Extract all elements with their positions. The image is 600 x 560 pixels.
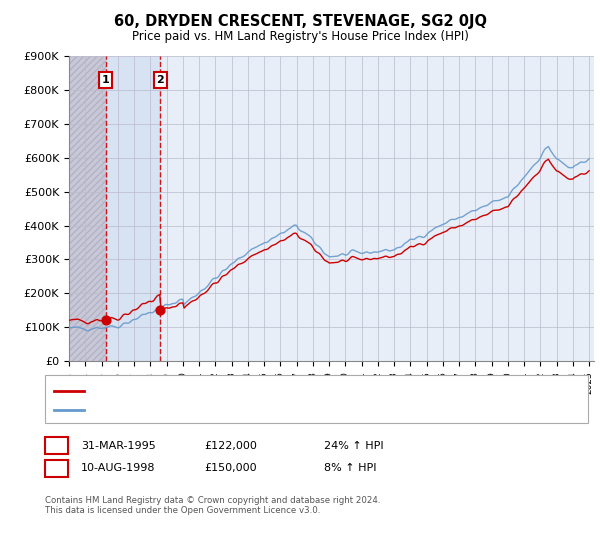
Bar — [69, 56, 106, 361]
Text: 10-AUG-1998: 10-AUG-1998 — [81, 463, 155, 473]
Text: Price paid vs. HM Land Registry's House Price Index (HPI): Price paid vs. HM Land Registry's House … — [131, 30, 469, 43]
Text: 1: 1 — [52, 439, 61, 452]
Bar — [69, 56, 106, 361]
Text: £122,000: £122,000 — [204, 441, 257, 451]
Text: 8% ↑ HPI: 8% ↑ HPI — [324, 463, 377, 473]
Text: 2: 2 — [157, 74, 164, 85]
Text: 60, DRYDEN CRESCENT, STEVENAGE, SG2 0JQ: 60, DRYDEN CRESCENT, STEVENAGE, SG2 0JQ — [113, 14, 487, 29]
Text: 1: 1 — [101, 74, 109, 85]
Point — [155, 306, 165, 315]
Text: 2: 2 — [52, 461, 61, 475]
Text: Contains HM Land Registry data © Crown copyright and database right 2024.
This d: Contains HM Land Registry data © Crown c… — [45, 496, 380, 515]
Text: £150,000: £150,000 — [204, 463, 257, 473]
Text: 60, DRYDEN CRESCENT, STEVENAGE, SG2 0JQ (detached house): 60, DRYDEN CRESCENT, STEVENAGE, SG2 0JQ … — [91, 386, 425, 396]
Point — [101, 315, 110, 324]
Bar — [106, 56, 160, 361]
Text: 31-MAR-1995: 31-MAR-1995 — [81, 441, 156, 451]
Text: 24% ↑ HPI: 24% ↑ HPI — [324, 441, 383, 451]
Text: HPI: Average price, detached house, Stevenage: HPI: Average price, detached house, Stev… — [91, 405, 340, 416]
